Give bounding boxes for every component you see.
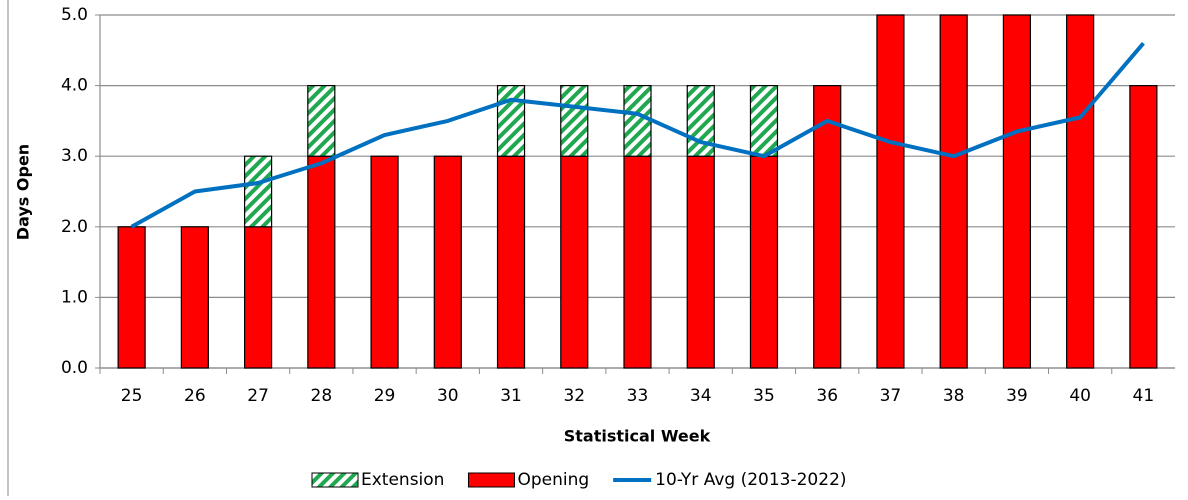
legend-label: 10-Yr Avg (2013-2022) xyxy=(655,470,846,490)
x-tick-label: 29 xyxy=(374,386,396,406)
bar-segment xyxy=(749,84,779,157)
bar-segment xyxy=(560,155,589,369)
bar-segment xyxy=(496,155,526,369)
bar-segment xyxy=(939,14,968,369)
legend-label: Opening xyxy=(517,470,589,490)
x-tick-label: 25 xyxy=(121,386,143,406)
x-axis-label: Statistical Week xyxy=(564,427,711,446)
y-tick-label: 4.0 xyxy=(61,76,88,96)
bar-segment xyxy=(307,155,336,369)
x-tick-label: 38 xyxy=(943,386,965,406)
y-tick-label: 5.0 xyxy=(61,5,88,25)
y-tick-label: 2.0 xyxy=(61,217,88,237)
bar-segment xyxy=(749,155,779,369)
x-tick-label: 32 xyxy=(563,386,585,406)
y-tick-label: 0.0 xyxy=(61,358,88,378)
x-tick-label: 37 xyxy=(880,386,902,406)
x-tick-label: 27 xyxy=(247,386,269,406)
bar-segment xyxy=(623,84,652,157)
y-tick-label: 3.0 xyxy=(61,146,88,166)
avg-line xyxy=(130,41,1145,229)
bar-segment xyxy=(813,84,842,369)
bar-segment xyxy=(1066,14,1095,369)
y-axis-label: Days Open xyxy=(14,144,33,240)
legend-label: Extension xyxy=(361,470,444,490)
x-tick-label: 35 xyxy=(753,386,775,406)
x-tick-label: 41 xyxy=(1133,386,1155,406)
x-tick-label: 34 xyxy=(690,386,712,406)
legend-swatch xyxy=(467,472,515,488)
x-tick-label: 26 xyxy=(184,386,206,406)
bar-segment xyxy=(686,155,715,369)
x-tick-label: 30 xyxy=(437,386,459,406)
bar-segment xyxy=(1129,84,1158,369)
x-tick-label: 28 xyxy=(311,386,333,406)
bar-segment xyxy=(623,155,652,369)
x-tick-label: 40 xyxy=(1069,386,1091,406)
bar-segment xyxy=(496,84,526,157)
bar-segment xyxy=(560,84,589,157)
bar-segment xyxy=(117,226,146,369)
legend-swatch xyxy=(311,472,359,488)
bar-segment xyxy=(307,84,336,157)
x-tick-label: 31 xyxy=(500,386,522,406)
y-tick-label: 1.0 xyxy=(61,287,88,307)
x-tick-label: 33 xyxy=(627,386,649,406)
bar-segment xyxy=(876,14,905,369)
bar-segment xyxy=(243,226,273,369)
bar-segment xyxy=(370,155,399,369)
bar-segment xyxy=(433,155,462,369)
bar-segment xyxy=(243,155,273,228)
bar-segment xyxy=(180,226,209,369)
x-tick-label: 36 xyxy=(816,386,838,406)
x-tick-label: 39 xyxy=(1006,386,1028,406)
bar-segment xyxy=(1002,14,1032,369)
